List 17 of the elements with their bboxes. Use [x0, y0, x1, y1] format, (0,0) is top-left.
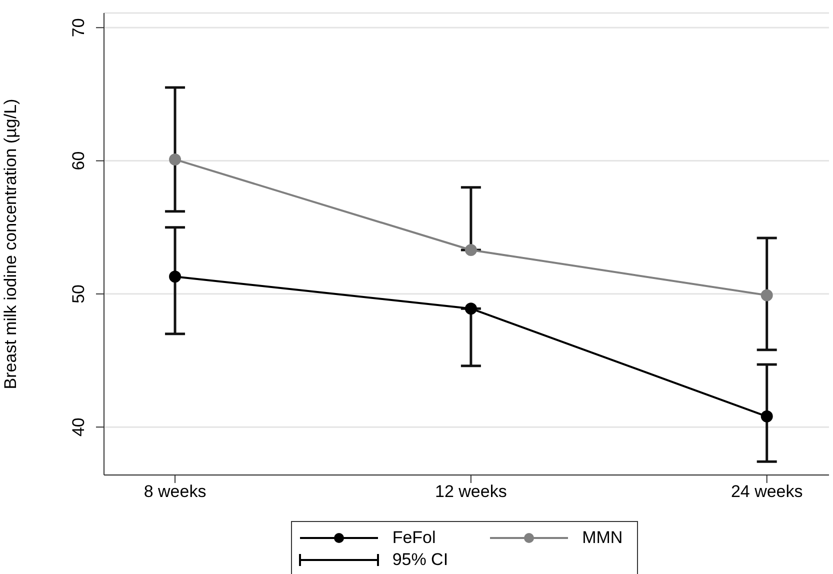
- y-tick-label: 60: [69, 151, 88, 170]
- text: 95% CI: [392, 550, 448, 570]
- y-tick-label: 40: [69, 418, 88, 437]
- point: [464, 244, 477, 256]
- x-tick-label: 12 weeks: [435, 482, 507, 502]
- point: [169, 153, 182, 166]
- point: [760, 289, 773, 302]
- y-axis-title: Breast milk iodine concentration (µg/L): [1, 98, 20, 390]
- y-tick-label: 50: [69, 284, 88, 304]
- point: [169, 270, 182, 283]
- point: [464, 302, 477, 315]
- point: [760, 410, 773, 422]
- x-tick-label: 24 weeks: [730, 482, 803, 502]
- x-tick-label: 8 weeks: [144, 482, 206, 502]
- legend-label: FeFol: [392, 528, 436, 548]
- legend-label: MMN: [582, 528, 623, 548]
- y-tick-label: 70: [69, 18, 88, 38]
